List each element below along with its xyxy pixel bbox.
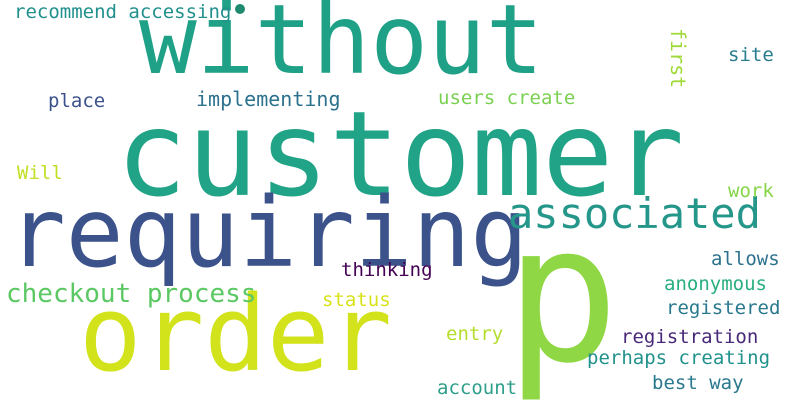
word-will: Will xyxy=(17,164,63,183)
word-registered: registered xyxy=(666,299,780,318)
word-status: status xyxy=(322,291,391,310)
word-registration: registration xyxy=(621,328,758,347)
word-place: place xyxy=(48,92,105,111)
word-allows: allows xyxy=(711,250,780,269)
word-associated: associated xyxy=(508,193,761,235)
word-site: site xyxy=(728,46,774,65)
word-perhaps-creating: perhaps creating xyxy=(587,349,770,368)
word-recommend-accessing: recommend accessing xyxy=(14,3,231,22)
word-entry: entry xyxy=(446,325,503,344)
word-work: work xyxy=(728,182,774,201)
word-best-way: best way xyxy=(652,374,744,393)
word-users-create: users create xyxy=(438,89,575,108)
word-account: account xyxy=(437,379,517,398)
word-first: first xyxy=(668,28,688,88)
word-fragment-dot xyxy=(235,4,245,14)
word-implementing: implementing xyxy=(196,89,341,109)
word-checkout-process: checkout process xyxy=(6,281,256,307)
word-thinking: thinking xyxy=(341,261,433,280)
word-anonymous: anonymous xyxy=(664,275,767,294)
word-requiring: requiring xyxy=(8,185,528,281)
